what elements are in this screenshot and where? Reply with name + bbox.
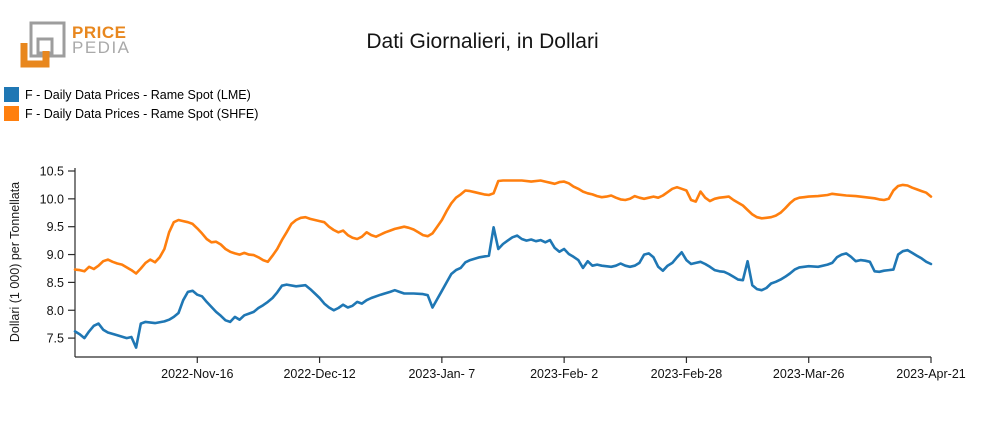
y-tick-label: 8.0: [47, 304, 64, 318]
legend-item-lme[interactable]: F - Daily Data Prices - Rame Spot (LME): [4, 85, 258, 104]
y-tick-label: 8.5: [47, 276, 64, 290]
shfe-legend-swatch: [4, 106, 19, 121]
logo-text: PRICE PEDIA: [72, 23, 131, 57]
logo-brand-pedia: PEDIA: [72, 38, 131, 57]
page-title: Dati Giornalieri, in Dollari: [366, 30, 599, 53]
x-tick-label: 2022-Dec-12: [283, 367, 355, 381]
shfe-legend-label: F - Daily Data Prices - Rame Spot (SHFE): [25, 106, 259, 121]
y-tick-label: 10.5: [40, 165, 64, 179]
legend-item-shfe[interactable]: F - Daily Data Prices - Rame Spot (SHFE): [4, 104, 258, 123]
lme-legend-label: F - Daily Data Prices - Rame Spot (LME): [25, 87, 251, 102]
pricepedia-logo-icon: [20, 21, 66, 68]
x-tick-label: 2023-Mar-26: [773, 367, 845, 381]
x-tick-label: 2023-Feb- 2: [530, 367, 598, 381]
y-tick-label: 9.5: [47, 220, 64, 234]
logo-brand-price: PRICE: [72, 23, 127, 42]
x-tick-label: 2022-Nov-16: [161, 367, 233, 381]
x-tick-label: 2023-Jan- 7: [408, 367, 475, 381]
y-tick-label: 7.5: [47, 332, 64, 346]
lme-series-line: [73, 226, 933, 349]
y-tick-label: 10.0: [40, 192, 64, 206]
x-tick-label: 2023-Feb-28: [651, 367, 723, 381]
lme-legend-swatch: [4, 87, 19, 102]
x-tick-label: 2023-Apr-21: [896, 367, 966, 381]
shfe-series-line: [73, 179, 933, 275]
pricepedia-logo: PRICE PEDIA: [18, 14, 131, 72]
y-tick-label: 9.0: [47, 248, 64, 262]
chart-legend: F - Daily Data Prices - Rame Spot (LME) …: [4, 85, 258, 123]
